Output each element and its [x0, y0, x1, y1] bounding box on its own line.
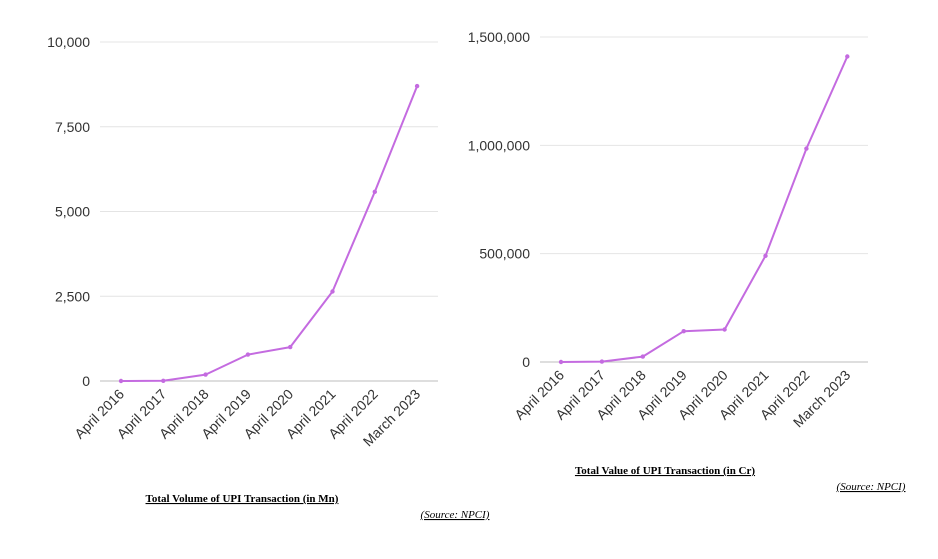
chart2-y-tick-label: 500,000 [479, 246, 530, 262]
chart1-data-point [161, 378, 166, 383]
chart1-data-point [245, 352, 251, 357]
chart1-y-tick-label: 10,000 [47, 34, 90, 50]
chart2-data-point [804, 146, 809, 151]
chart2-data-point [640, 354, 645, 359]
chart1-data-point [203, 372, 208, 377]
chart1-data-point [414, 83, 420, 89]
chart1-y-tick-label: 5,000 [55, 204, 90, 220]
chart1-data-point [372, 189, 377, 195]
chart2-data-point [599, 359, 605, 364]
chart1-title: Total Volume of UPI Transaction (in Mn) [146, 493, 339, 505]
chart2-data-point [558, 359, 564, 365]
chart2-data-point [722, 327, 727, 332]
chart2-data-point [763, 253, 768, 259]
chart1-source: (Source: NPCI) [421, 509, 490, 521]
chart2-y-tick-label: 1,500,000 [468, 29, 530, 45]
chart1-y-tick-label: 0 [82, 373, 90, 389]
chart1-data-point [330, 289, 335, 294]
chart2-data-point [845, 54, 850, 59]
chart1-data-point [118, 378, 124, 384]
chart1-y-tick-label: 7,500 [55, 119, 90, 135]
chart2-source: (Source: NPCI) [837, 481, 906, 493]
chart1-series-line [120, 85, 419, 382]
chart1-data-point [288, 344, 293, 350]
chart2-title: Total Value of UPI Transaction (in Cr) [575, 465, 755, 477]
chart2-data-point [681, 329, 686, 334]
chart2-y-tick-label: 0 [522, 354, 530, 370]
chart1-y-tick-label: 2,500 [55, 288, 90, 304]
chart2-y-tick-label: 1,000,000 [468, 137, 530, 153]
chart2-series-line [560, 56, 849, 363]
